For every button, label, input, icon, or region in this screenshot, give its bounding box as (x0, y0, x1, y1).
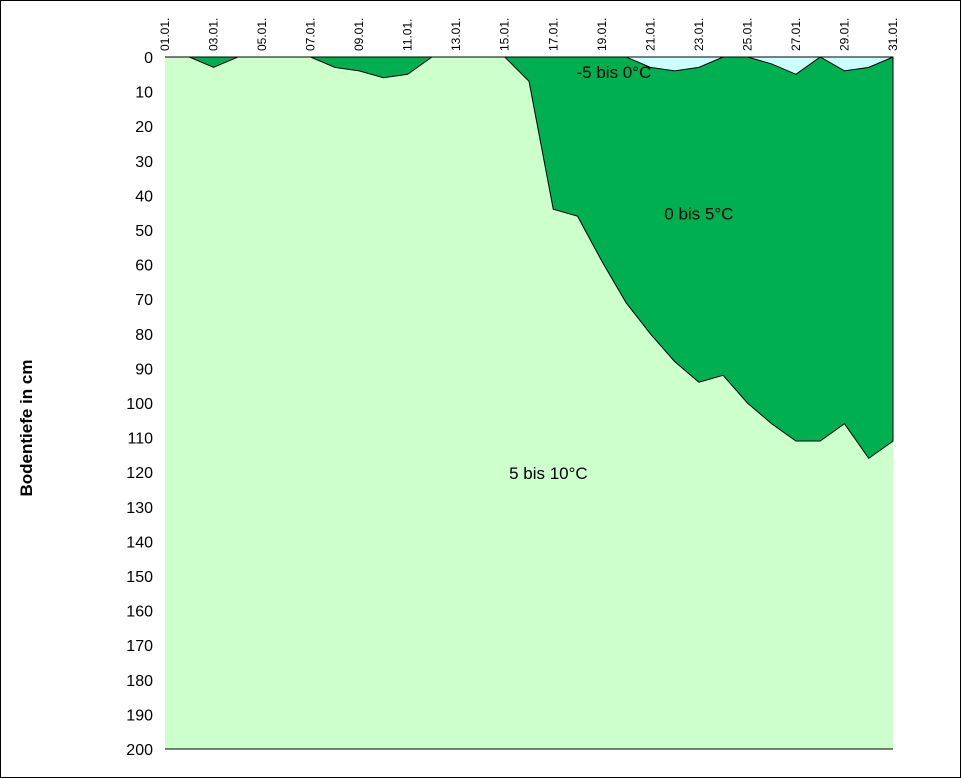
y-tick-label: 180 (126, 673, 153, 690)
y-tick-label: 110 (127, 431, 153, 448)
x-tick-label: 11.01. (401, 19, 415, 51)
x-tick-label: 09.01. (352, 18, 366, 51)
region-label: 0 bis 5°C (664, 205, 733, 224)
y-tick-label: 0 (144, 50, 153, 67)
region-label: -5 bis 0°C (577, 63, 652, 82)
y-tick-label: 50 (135, 223, 153, 240)
y-tick-label: 40 (135, 188, 153, 205)
x-tick-label: 19.01. (595, 18, 609, 51)
y-tick-label: 170 (126, 638, 153, 655)
y-tick-label: 80 (135, 327, 153, 344)
x-tick-label: 07.01. (304, 18, 318, 51)
y-tick-label: 190 (126, 707, 153, 724)
area-minus5-bis-0 (165, 56, 894, 75)
y-tick-label: 70 (135, 292, 153, 309)
x-tick-label: 31.01. (886, 18, 900, 51)
y-axis: 0 10 20 30 40 50 60 70 80 90 100 110 120 130 140 150 160… (126, 50, 153, 759)
y-tick-label: 60 (135, 258, 153, 275)
region-label: 5 bis 10°C (509, 464, 588, 483)
x-tick-label: 05.01. (255, 18, 269, 51)
x-tick-label: 13.01. (449, 18, 463, 51)
x-tick-label: 17.01. (546, 18, 560, 51)
x-tick-label: 23.01. (692, 18, 706, 51)
x-tick-label: 21.01. (643, 18, 657, 51)
y-tick-label: 200 (126, 742, 153, 759)
region-labels: 5 bis 10°C 0 bis 5°C -5 bis 0°C (509, 63, 733, 483)
y-tick-label: 120 (126, 465, 153, 482)
y-tick-label: 100 (126, 396, 153, 413)
y-axis-title: Bodentiefe in cm (17, 360, 36, 497)
y-tick-label: 20 (135, 119, 153, 136)
x-tick-label: 01.01. (158, 18, 172, 51)
y-tick-label: 30 (135, 154, 153, 171)
y-tick-label: 160 (126, 604, 153, 621)
x-tick-label: 25.01. (740, 18, 754, 51)
plot-area (165, 56, 894, 750)
y-tick-label: 90 (135, 361, 153, 378)
y-tick-label: 130 (126, 500, 153, 517)
x-axis: 01.01. 03.01. 05.01. 07.01. 09.01. 11.01. 13.0… (158, 18, 900, 51)
x-tick-label: 27.01. (789, 18, 803, 51)
x-tick-label: 15.01. (498, 18, 512, 51)
y-tick-label: 10 (135, 85, 153, 102)
x-tick-label: 29.01. (837, 18, 851, 51)
y-tick-label: 150 (126, 569, 153, 586)
y-tick-label: 140 (126, 534, 153, 551)
x-tick-label: 03.01. (207, 18, 221, 51)
